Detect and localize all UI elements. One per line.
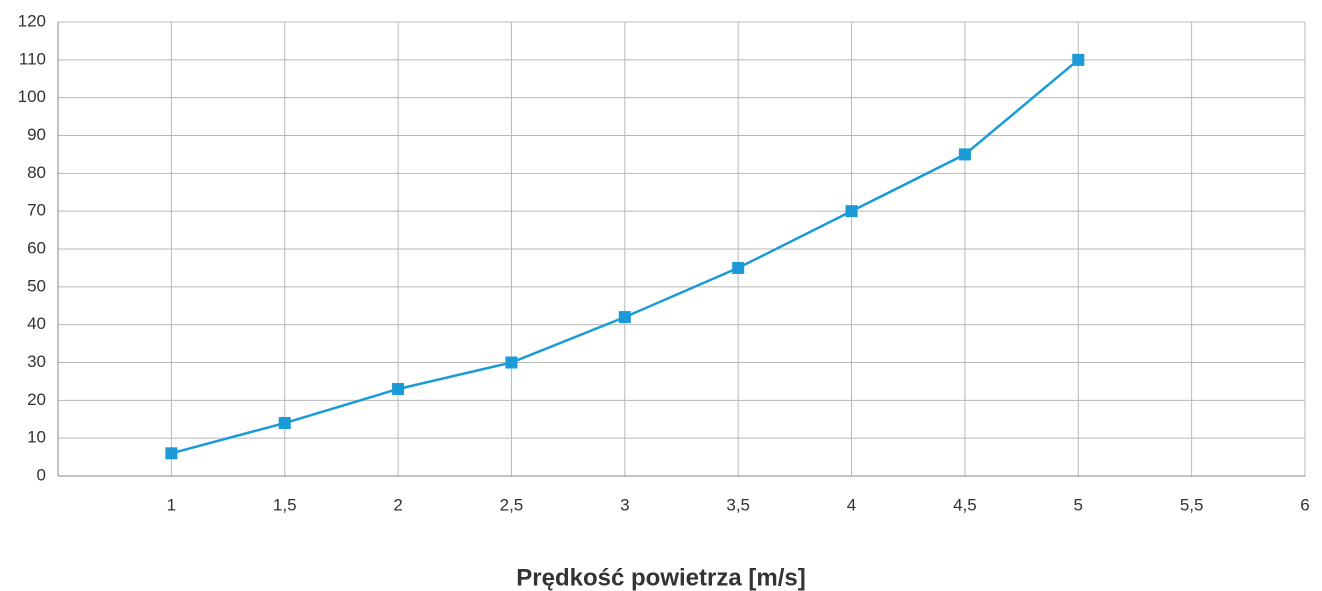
x-axis-title: Prędkość powietrza [m/s]: [516, 564, 805, 591]
y-tick-label: 70: [27, 201, 46, 220]
y-tick-label: 10: [27, 428, 46, 447]
y-tick-label: 80: [27, 163, 46, 182]
y-tick-label: 50: [27, 276, 46, 295]
y-tick-label: 90: [27, 125, 46, 144]
x-tick-label: 1,5: [273, 495, 297, 514]
marker: [845, 205, 858, 218]
x-tick-label: 5: [1074, 495, 1083, 514]
y-tick-label: 110: [19, 49, 46, 68]
y-tick-label: 0: [37, 465, 46, 484]
x-tick-label: 4,5: [953, 495, 977, 514]
y-tick-label: 20: [27, 390, 46, 409]
marker: [505, 356, 518, 369]
x-tick-label: 5,5: [1180, 495, 1204, 514]
y-tick-label: 120: [18, 11, 46, 30]
marker: [278, 417, 291, 430]
marker: [732, 261, 745, 274]
x-tick-label: 2,5: [500, 495, 524, 514]
y-tick-label: 100: [18, 87, 46, 106]
marker: [618, 311, 631, 324]
y-tick-label: 60: [27, 238, 46, 257]
x-tick-label: 3,5: [726, 495, 750, 514]
y-tick-label: 40: [27, 314, 46, 333]
marker: [165, 447, 178, 460]
x-tick-label: 6: [1300, 495, 1309, 514]
marker: [392, 382, 405, 395]
x-tick-label: 3: [620, 495, 629, 514]
y-tick-label: 30: [27, 352, 46, 371]
marker: [958, 148, 971, 161]
x-tick-label: 4: [847, 495, 856, 514]
marker: [1072, 53, 1085, 66]
x-tick-label: 2: [393, 495, 402, 514]
x-tick-label: 1: [167, 495, 176, 514]
